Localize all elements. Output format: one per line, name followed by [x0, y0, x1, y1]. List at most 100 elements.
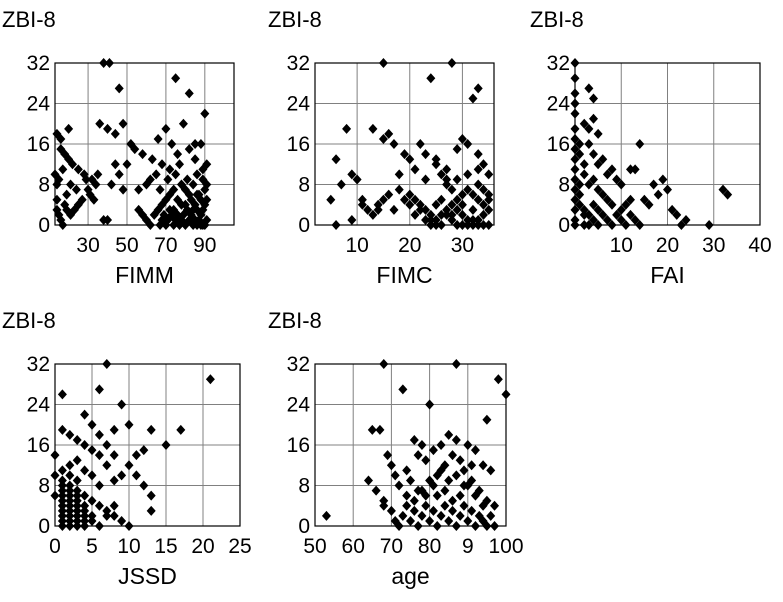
chart-1-point	[457, 133, 467, 144]
chart-1-point	[431, 159, 441, 170]
chart-0-point	[190, 154, 200, 165]
chart-1-point	[415, 204, 425, 215]
chart-4-point	[467, 460, 477, 471]
chart-0-point	[122, 159, 132, 170]
chart-2-ytick-label: 8	[558, 174, 570, 197]
chart-0-point	[81, 174, 91, 185]
chart-3-frame	[54, 363, 241, 527]
chart-4-point	[448, 505, 458, 516]
chart-4-point	[463, 515, 473, 526]
chart-4-point	[379, 495, 389, 506]
chart-4-point	[490, 500, 500, 511]
chart-2-point	[584, 179, 594, 190]
chart-3-point	[65, 510, 75, 521]
chart-1-point	[378, 58, 388, 68]
chart-3-point	[57, 490, 67, 501]
chart-1-point	[426, 220, 436, 230]
chart-fimm: ZBI-8 0 8 16 24 32 30 50 70 90 FIMM	[2, 7, 235, 288]
chart-1-point	[478, 220, 488, 230]
chart-0-point	[178, 209, 188, 220]
chart-2-point	[570, 164, 580, 175]
chart-2-point	[704, 220, 714, 230]
chart-4-frame	[314, 363, 507, 527]
chart-0-ytick-label: 16	[27, 133, 50, 156]
chart-4-point	[455, 490, 465, 501]
chart-0-point	[103, 214, 113, 225]
chart-0-point	[62, 189, 72, 200]
chart-4-ytick-label: 24	[287, 394, 311, 417]
chart-1-point	[331, 154, 341, 165]
chart-4-point	[409, 434, 419, 445]
chart-0-point	[71, 184, 81, 195]
chart-1-point	[463, 214, 473, 225]
chart-3-point	[72, 490, 82, 501]
chart-4-point	[459, 480, 469, 491]
chart-2-point	[584, 209, 594, 220]
chart-3-point	[50, 450, 60, 461]
chart-2-point	[616, 204, 626, 215]
chart-4-xlabel: age	[391, 563, 429, 589]
chart-0-point	[138, 149, 148, 160]
chart-1-point	[342, 123, 352, 134]
chart-1-ylabel: ZBI-8	[268, 7, 322, 32]
chart-3-point	[72, 510, 82, 521]
chart-2-ytick-label: 16	[547, 133, 570, 156]
chart-3-point	[146, 424, 156, 435]
chart-2-point	[607, 199, 617, 210]
chart-3-point	[72, 505, 82, 516]
chart-0-point	[184, 88, 194, 99]
chart-2-point	[626, 209, 635, 220]
chart-4-point	[425, 475, 435, 486]
chart-3-point	[57, 424, 67, 435]
chart-4-xtick-label: 9	[462, 535, 474, 558]
chart-0-point	[155, 220, 165, 230]
chart-4-point	[375, 424, 385, 435]
chart-0-point	[134, 184, 144, 195]
chart-3-point	[80, 500, 90, 511]
chart-1-point	[410, 209, 420, 220]
chart-1-point	[415, 139, 425, 149]
chart-0-point	[145, 220, 155, 230]
chart-3-point	[80, 510, 90, 521]
chart-1-point	[463, 169, 473, 180]
chart-4-point	[394, 480, 404, 491]
chart-1-point	[463, 184, 473, 195]
chart-2-point	[635, 220, 645, 230]
chart-2-xtick-label: 20	[656, 234, 679, 257]
chart-3-point	[109, 450, 119, 461]
chart-1-point	[452, 174, 462, 185]
chart-3-point	[65, 429, 75, 440]
chart-1-point	[478, 209, 488, 220]
chart-2-point	[626, 194, 635, 205]
chart-4-point	[455, 510, 465, 521]
chart-2-point	[570, 220, 580, 230]
chart-1-ytick-label: 0	[298, 214, 310, 237]
chart-4-point	[409, 495, 419, 506]
chart-2-point	[575, 199, 585, 210]
chart-4-point	[451, 470, 461, 481]
chart-2-frame	[574, 62, 761, 226]
chart-1-point	[326, 194, 336, 205]
chart-0-point	[56, 133, 66, 144]
chart-0-point	[194, 189, 204, 200]
chart-4-point	[467, 505, 477, 516]
chart-4-point	[425, 515, 435, 526]
chart-2-point	[570, 204, 580, 215]
chart-1-point	[347, 169, 357, 180]
chart-4-point	[402, 465, 412, 476]
chart-2-point	[598, 189, 608, 200]
chart-1-point	[452, 144, 462, 155]
chart-3-point	[176, 424, 186, 435]
chart-3-point	[65, 505, 75, 516]
chart-0-point	[95, 118, 105, 129]
chart-3-point	[57, 480, 67, 491]
chart-1-point	[484, 204, 494, 215]
chart-1-point	[405, 199, 415, 210]
chart-0-point	[145, 174, 155, 185]
chart-0-ylabel: ZBI-8	[2, 7, 56, 32]
chart-4-point	[367, 424, 377, 435]
chart-3-xtick-label: 10	[117, 535, 140, 558]
chart-2-point	[616, 179, 626, 190]
chart-3-point	[65, 460, 75, 471]
chart-3-point	[65, 470, 75, 481]
